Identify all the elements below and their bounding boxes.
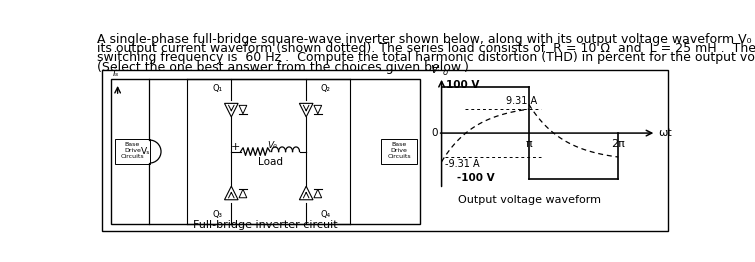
- Text: Output voltage waveform: Output voltage waveform: [458, 195, 602, 205]
- Bar: [115, 139, 150, 164]
- Bar: [381, 139, 417, 164]
- Text: iₛ: iₛ: [113, 68, 119, 78]
- Text: Base: Base: [391, 142, 407, 147]
- Text: Q₃: Q₃: [212, 210, 222, 219]
- Bar: [102, 70, 668, 231]
- Text: Drive: Drive: [390, 148, 408, 153]
- Text: Load: Load: [257, 157, 282, 167]
- Text: -9.31 A: -9.31 A: [445, 159, 480, 169]
- Text: Vₛ: Vₛ: [140, 147, 150, 156]
- Text: (Select the one best answer from the choices given below.): (Select the one best answer from the cho…: [97, 61, 470, 74]
- Text: Circuits: Circuits: [121, 155, 144, 160]
- Text: π: π: [525, 139, 532, 149]
- Text: 9.31 A: 9.31 A: [506, 96, 537, 106]
- Text: Base: Base: [125, 142, 140, 147]
- Text: Q₂: Q₂: [321, 84, 331, 93]
- Text: +: +: [230, 142, 240, 152]
- Text: 2π: 2π: [612, 139, 625, 149]
- Text: switching frequency is  60 Hz .  Compute the total harmonic distortion (THD) in : switching frequency is 60 Hz . Compute t…: [97, 51, 755, 64]
- Text: Full-bridge inverter circuit: Full-bridge inverter circuit: [193, 220, 338, 230]
- Text: 0: 0: [431, 128, 438, 138]
- Text: o: o: [442, 68, 448, 77]
- Text: -100 V: -100 V: [457, 173, 495, 183]
- Text: V₀: V₀: [268, 141, 278, 150]
- Text: Drive: Drive: [124, 148, 140, 153]
- Text: A single-phase full-bridge square-wave inverter shown below, along with its outp: A single-phase full-bridge square-wave i…: [97, 33, 755, 46]
- Text: ωt: ωt: [658, 128, 672, 138]
- Text: Q₁: Q₁: [212, 84, 223, 93]
- Text: Q₄: Q₄: [320, 210, 331, 219]
- Text: its output current waveform (shown dotted). The series load consists of  R = 10 : its output current waveform (shown dotte…: [97, 42, 755, 55]
- Bar: [112, 79, 420, 224]
- Text: V: V: [430, 64, 438, 75]
- Text: 100 V: 100 V: [446, 80, 479, 90]
- Text: Circuits: Circuits: [387, 155, 411, 160]
